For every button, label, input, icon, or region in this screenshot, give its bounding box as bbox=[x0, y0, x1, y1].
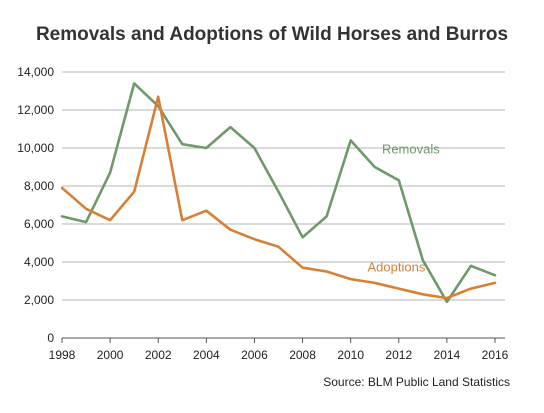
series-line-adoptions bbox=[60, 95, 497, 300]
y-axis-ticks: 0 2,000 4,000 6,000 8,000 10,000 12,000 14,000 bbox=[17, 65, 54, 345]
y-tick-label: 6,000 bbox=[24, 217, 54, 231]
y-tick-label: 10,000 bbox=[17, 141, 54, 155]
y-tick-label: 4,000 bbox=[24, 255, 54, 269]
chart-title: Removals and Adoptions of Wild Horses an… bbox=[35, 24, 509, 45]
x-tick-label: 1998 bbox=[49, 348, 76, 362]
y-tick-label: 8,000 bbox=[24, 179, 54, 193]
x-tick-label: 2012 bbox=[385, 348, 412, 362]
series-label-adoptions: Adoptions bbox=[368, 260, 426, 275]
series-line-removals bbox=[60, 82, 497, 304]
x-tick-label: 2008 bbox=[289, 348, 316, 362]
source-note: Source: BLM Public Land Statistics bbox=[323, 375, 510, 389]
y-tick-label: 12,000 bbox=[17, 103, 54, 117]
x-tick-label: 2016 bbox=[482, 348, 509, 362]
x-tick-label: 2002 bbox=[145, 348, 172, 362]
series-label-removals: Removals bbox=[382, 142, 440, 157]
x-tick-label: 2004 bbox=[193, 348, 220, 362]
gridlines bbox=[62, 71, 505, 339]
y-tick-label: 2,000 bbox=[24, 293, 54, 307]
x-tick-label: 2000 bbox=[97, 348, 124, 362]
series-lines bbox=[60, 82, 497, 304]
x-tick-label: 2014 bbox=[434, 348, 461, 362]
x-tick-label: 2010 bbox=[337, 348, 364, 362]
x-tick-label: 2006 bbox=[241, 348, 268, 362]
x-axis-ticks: 1998 2000 2002 2004 2006 2008 2010 2012 2014 2016 bbox=[49, 338, 509, 362]
series-labels: Removals Adoptions bbox=[368, 142, 441, 275]
y-tick-label: 14,000 bbox=[17, 65, 54, 79]
y-tick-label: 0 bbox=[47, 331, 54, 345]
